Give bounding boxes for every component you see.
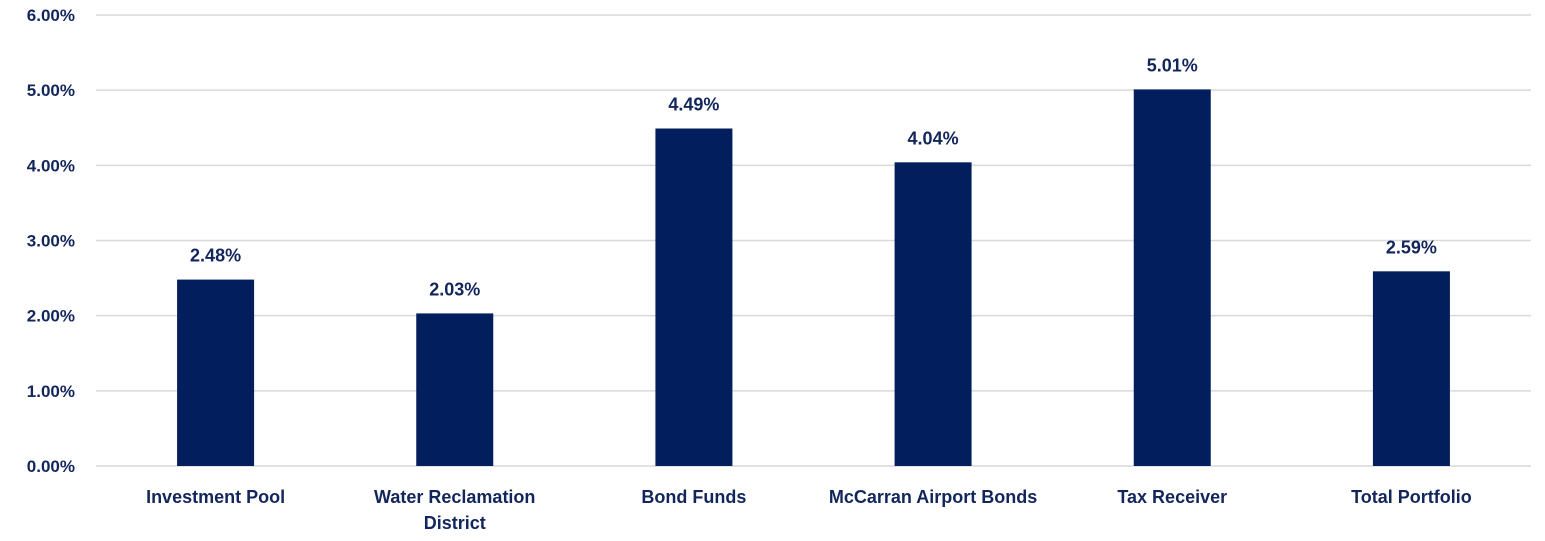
y-tick-label: 5.00% <box>27 81 75 100</box>
bar <box>1133 89 1211 466</box>
x-tick-label: Total Portfolio <box>1351 487 1472 507</box>
y-tick-label: 1.00% <box>27 382 75 401</box>
data-label: 2.48% <box>190 246 241 266</box>
x-tick-label: Bond Funds <box>641 487 746 507</box>
data-label: 4.49% <box>668 95 719 115</box>
bar <box>1372 271 1450 466</box>
x-tick-label-line: Total Portfolio <box>1351 487 1472 507</box>
x-tick-label-line: McCarran Airport Bonds <box>829 487 1037 507</box>
x-tick-label: McCarran Airport Bonds <box>829 487 1037 507</box>
data-label: 2.03% <box>429 279 480 299</box>
bar <box>416 313 494 466</box>
y-tick-label: 6.00% <box>27 6 75 25</box>
bar <box>894 162 972 466</box>
y-tick-label: 3.00% <box>27 232 75 251</box>
x-tick-label-line: District <box>424 513 486 533</box>
x-tick-label-line: Investment Pool <box>146 487 285 507</box>
x-tick-label: Water Reclamation District <box>374 487 535 533</box>
data-label: 2.59% <box>1386 237 1437 257</box>
y-tick-label: 4.00% <box>27 156 75 175</box>
gridlines <box>96 14 1531 467</box>
data-label: 4.04% <box>908 128 959 148</box>
bar <box>655 128 733 467</box>
y-axis-tick-labels: 0.00% 1.00% 2.00% 3.00% 4.00% 5.00% 6.00% <box>27 6 75 476</box>
data-label: 5.01% <box>1147 55 1198 75</box>
x-axis-tick-labels: Investment Pool Water Reclamation District… <box>146 487 1472 533</box>
y-tick-label: 2.00% <box>27 307 75 326</box>
data-labels: 2.48% 2.03% 4.49% 4.04% 5.01% 2.59% <box>190 55 1437 299</box>
y-tick-label: 0.00% <box>27 457 75 476</box>
x-tick-label-line: Bond Funds <box>641 487 746 507</box>
x-tick-label: Tax Receiver <box>1117 487 1227 507</box>
bars <box>177 89 1450 467</box>
x-tick-label-line: Water Reclamation <box>374 487 535 507</box>
x-tick-label-line: Tax Receiver <box>1117 487 1227 507</box>
bar <box>177 279 255 466</box>
x-tick-label: Investment Pool <box>146 487 285 507</box>
